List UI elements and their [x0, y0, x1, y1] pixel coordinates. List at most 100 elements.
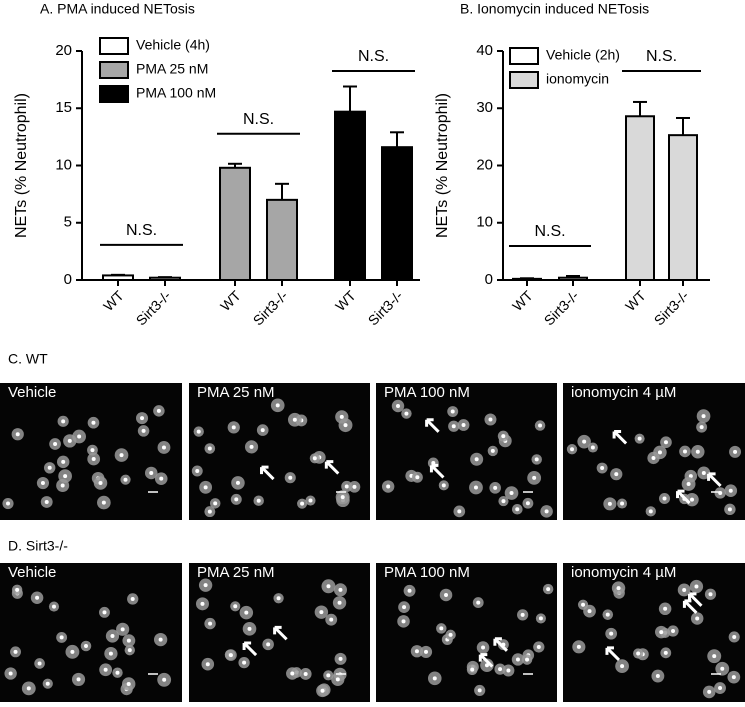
- nucleus: [663, 650, 668, 655]
- x-tick-label: WT: [217, 287, 244, 314]
- nucleus: [701, 470, 706, 475]
- nucleus: [161, 445, 166, 450]
- bar: [381, 146, 413, 281]
- nucleus: [536, 644, 541, 649]
- y-tick-label: 20: [55, 42, 72, 59]
- x-tick-label: WT: [100, 287, 127, 314]
- nucleus: [203, 583, 208, 588]
- nucleus: [532, 475, 537, 480]
- legend-label: Vehicle (2h): [546, 47, 620, 63]
- y-axis-label: NETs (% Neutrophil): [13, 93, 30, 238]
- nucleus: [276, 596, 281, 601]
- nucleus: [102, 610, 107, 615]
- x-tick-label: Sirt3-/-: [250, 287, 291, 328]
- nucleus: [424, 649, 429, 654]
- legend-label: ionomycin: [546, 71, 609, 87]
- legend-label: PMA 100 nM: [136, 85, 216, 101]
- x-tick-label: Sirt3-/-: [365, 287, 406, 328]
- nucleus: [51, 604, 56, 609]
- nucleus: [59, 635, 64, 640]
- nucleus: [228, 653, 233, 658]
- arrow: [605, 646, 621, 661]
- nucleus: [213, 501, 218, 506]
- nucleus: [620, 664, 625, 669]
- nucleus: [158, 637, 163, 642]
- significance-label: N.S.: [646, 48, 677, 65]
- nucleus: [605, 612, 610, 617]
- nucleus: [614, 472, 619, 477]
- nucleus: [67, 438, 72, 443]
- y-tick-label: 5: [64, 214, 72, 231]
- nucleus: [130, 596, 135, 601]
- legend-label: Vehicle (4h): [136, 37, 210, 53]
- nucleus: [509, 491, 514, 496]
- nucleus: [441, 483, 446, 488]
- nucleus: [44, 499, 49, 504]
- chart-title: A. PMA induced NETosis: [40, 1, 195, 17]
- nucleus: [688, 474, 693, 479]
- nucleus: [149, 470, 154, 475]
- arrow: [682, 599, 698, 614]
- arrow: [707, 472, 722, 487]
- nucleus: [582, 439, 587, 444]
- nucleus: [733, 449, 738, 454]
- nucleus: [344, 484, 349, 489]
- nucleus: [473, 485, 478, 490]
- nucleus: [609, 631, 614, 636]
- micrograph: [376, 383, 557, 520]
- nucleus: [448, 632, 453, 637]
- nucleus: [515, 507, 520, 512]
- nucleus: [415, 475, 420, 480]
- nucleus: [501, 499, 506, 504]
- nucleus: [461, 423, 466, 428]
- nucleus: [303, 671, 308, 676]
- nucleus: [120, 627, 125, 632]
- nucleus: [288, 475, 293, 480]
- nucleus: [671, 629, 676, 634]
- nucleus: [493, 485, 498, 490]
- nucleus: [718, 686, 723, 691]
- nucleus: [76, 677, 81, 682]
- nucleus: [98, 481, 103, 486]
- nucleus: [659, 630, 664, 635]
- nucleus: [708, 592, 713, 597]
- nucleus: [404, 411, 409, 416]
- nucleus: [546, 587, 551, 592]
- nucleus: [260, 428, 265, 433]
- nucleus: [196, 429, 201, 434]
- nucleus: [15, 587, 20, 592]
- nucleus: [637, 436, 642, 441]
- bar: [219, 166, 251, 281]
- nucleus: [699, 425, 704, 430]
- arrow: [478, 653, 494, 668]
- x-tick-label: WT: [622, 287, 649, 314]
- panel-label: PMA 100 nM: [384, 384, 470, 401]
- nucleus: [506, 668, 511, 673]
- nucleus: [538, 616, 543, 621]
- nucleus: [249, 444, 254, 449]
- nucleus: [47, 465, 52, 470]
- nucleus: [235, 480, 240, 485]
- micrograph: [0, 563, 182, 702]
- x-tick-label: WT: [332, 287, 359, 314]
- nucleus: [340, 495, 345, 500]
- nucleus: [91, 457, 96, 462]
- nucleus: [395, 404, 400, 409]
- legend-swatch: [509, 47, 539, 65]
- nucleus: [256, 498, 261, 503]
- nucleus: [207, 509, 212, 514]
- nucleus: [140, 416, 145, 421]
- nucleus: [701, 414, 706, 419]
- nucleus: [37, 661, 42, 666]
- nucleus: [732, 634, 737, 639]
- nucleus: [275, 403, 280, 408]
- y-tick-label: 40: [476, 42, 493, 59]
- panel-title: D. Sirt3-/-: [8, 538, 68, 554]
- nucleus: [292, 417, 297, 422]
- nucleus: [123, 477, 128, 482]
- nucleus: [663, 606, 668, 611]
- nucleus: [581, 602, 586, 607]
- nucleus: [83, 643, 88, 648]
- y-axis-label: NETs (% Neutrophil): [434, 93, 451, 238]
